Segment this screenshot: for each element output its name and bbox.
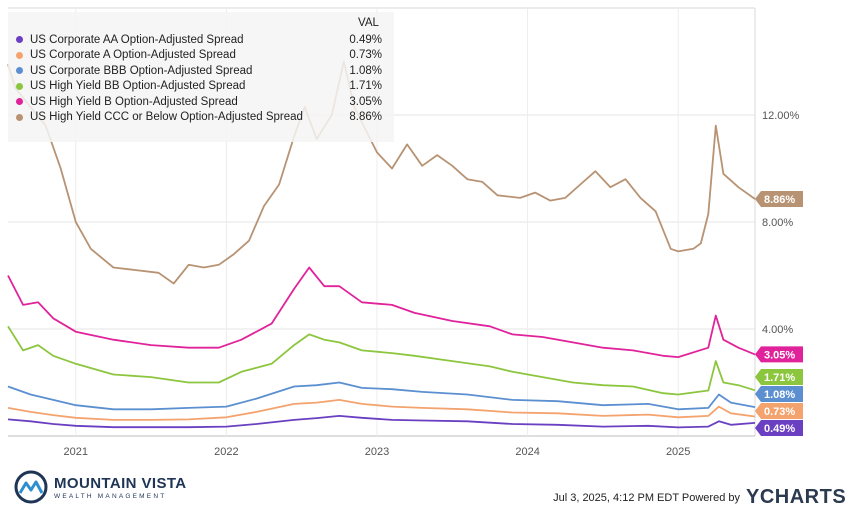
x-tick-label: 2021 <box>64 446 88 458</box>
value-tag-label: 0.73% <box>764 406 795 418</box>
y-tick-label: 12.00% <box>762 110 800 122</box>
value-tag-label: 0.49% <box>764 423 795 435</box>
company-logo: MOUNTAIN VISTA WEALTH MANAGEMENT <box>14 468 194 508</box>
series-line-0 <box>7 414 756 429</box>
mountain-logo-icon <box>14 470 48 504</box>
value-tag-label: 8.86% <box>764 194 795 206</box>
legend-series-name: US Corporate AA Option-Adjusted Spread <box>30 33 244 46</box>
logo-tagline: WEALTH MANAGEMENT <box>54 493 167 500</box>
series-line-5 <box>7 60 756 285</box>
legend-series-name: US High Yield BB Option-Adjusted Spread <box>30 80 246 92</box>
series-lines <box>7 60 756 429</box>
legend-item[interactable]: US High Yield BB Option-Adjusted Spread 1… <box>16 79 382 94</box>
legend-dot-icon <box>16 98 23 105</box>
legend-series-name: US High Yield B Option-Adjusted Spread <box>30 95 238 108</box>
legend-item[interactable]: US Corporate BBB Option-Adjusted Spread 1… <box>16 63 382 78</box>
logo-name: MOUNTAIN VISTA <box>54 475 187 492</box>
legend-item[interactable]: US High Yield B Option-Adjusted Spread 3.… <box>16 94 382 109</box>
ycharts-brand[interactable]: YCHARTS <box>746 486 847 508</box>
series-line-4 <box>7 266 756 359</box>
x-axis: 2021 2022 2023 2024 2025 <box>64 446 691 458</box>
legend-item[interactable]: US High Yield CCC or Below Option-Adjust… <box>16 110 382 125</box>
value-tag-bg <box>755 420 803 436</box>
legend-series-value: 8.86% <box>349 111 382 123</box>
y-tick-label: 8.00% <box>762 217 793 229</box>
value-tag-bg <box>755 346 803 363</box>
legend-dot-icon <box>16 51 23 59</box>
y-tick-label: 4.00% <box>762 324 793 336</box>
value-tag-label: 1.08% <box>764 389 795 401</box>
footer-timestamp: Jul 3, 2025, 4:12 PM EDT Powered by <box>553 492 740 504</box>
legend-series-value: 1.71% <box>349 80 382 92</box>
value-tag-label: 3.05% <box>764 349 795 361</box>
legend-series-name: US High Yield CCC or Below Option-Adjust… <box>30 111 303 123</box>
legend-dot-icon <box>16 82 23 90</box>
series-line-3 <box>7 325 756 396</box>
x-tick-label: 2025 <box>666 446 690 458</box>
value-tag-bg <box>755 386 803 402</box>
legend-series-value: 3.05% <box>349 95 382 108</box>
legend-series-value: 0.49% <box>349 33 382 46</box>
legend-series-value: 0.73% <box>349 49 382 61</box>
legend-header: VAL <box>358 17 379 29</box>
legend-dot-icon <box>16 67 23 74</box>
value-tag-bg <box>755 403 803 419</box>
value-tag-bg <box>755 369 803 385</box>
legend-item[interactable]: US Corporate AA Option-Adjusted Spread 0.… <box>16 32 382 47</box>
legend-item[interactable]: US Corporate A Option-Adjusted Spread 0.7… <box>16 48 382 63</box>
y-axis: 4.00% 8.00% 12.00% <box>762 110 800 336</box>
legend-dot-icon <box>16 113 23 121</box>
value-tags: 8.86% 3.05% 1.71% 1.08% 0.73% 0.49% <box>755 190 803 436</box>
x-tick-label: 2023 <box>365 446 389 458</box>
legend-dot-icon <box>16 36 23 43</box>
x-tick-label: 2024 <box>515 446 539 458</box>
legend-series-name: US Corporate BBB Option-Adjusted Spread <box>30 64 253 77</box>
value-tag-label: 1.71% <box>764 372 795 384</box>
legend-series-value: 1.08% <box>349 64 382 77</box>
series-line-2 <box>7 381 756 411</box>
x-tick-label: 2022 <box>214 446 238 458</box>
value-tag-bg <box>755 190 803 207</box>
legend <box>8 12 394 142</box>
legend-series-name: US Corporate A Option-Adjusted Spread <box>30 49 236 61</box>
series-line-1 <box>7 398 756 421</box>
